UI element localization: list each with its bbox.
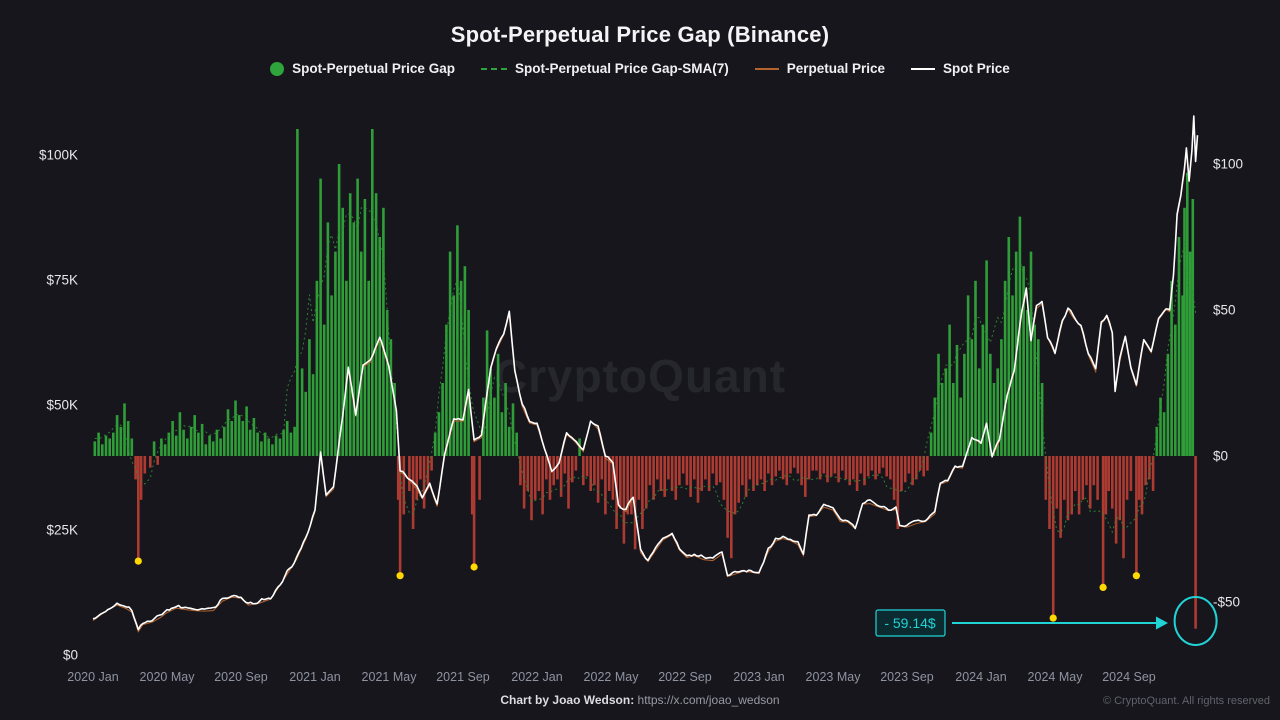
x-axis-tick: 2021 May [362,670,418,684]
x-axis-tick: 2023 Sep [880,670,934,684]
page-title: Spot-Perpetual Price Gap (Binance) [450,22,830,47]
dashed-line-icon [480,67,507,70]
right-axis-tick: $100 [1213,157,1243,172]
x-axis-tick: 2024 Jan [955,670,1006,684]
left-axis-tick: $100K [39,148,78,163]
left-axis-tick: $0 [63,648,78,663]
x-axis-tick: 2022 May [584,670,640,684]
right-axis-tick: -$50 [1213,595,1240,610]
annotation-arrowhead [1156,616,1168,630]
legend-label: Spot-Perpetual Price Gap [292,61,455,76]
x-axis-tick: 2023 May [806,670,862,684]
x-axis-tick: 2024 Sep [1102,670,1156,684]
credit-author: Chart by Joao Wedson: [500,693,635,707]
extreme-gap-marker[interactable] [1099,583,1107,592]
legend-label: Spot Price [943,61,1010,76]
x-axis-tick: 2022 Sep [658,670,712,684]
spot-price-line [92,115,1199,631]
gap-bars-layer [93,129,1197,629]
extreme-gap-marker[interactable] [396,572,404,580]
extreme-gap-marker[interactable] [134,557,142,565]
x-axis-tick: 2020 Sep [214,670,268,684]
gap-series-dot-icon [270,61,285,76]
legend-label: Perpetual Price [786,61,886,76]
x-axis-tick: 2020 May [140,670,196,684]
extreme-gap-marker[interactable] [1132,572,1140,580]
x-axis-tick: 2024 May [1028,670,1084,684]
right-axis-tick: $0 [1213,449,1228,464]
left-axis-tick: $75K [46,273,78,288]
extreme-gap-marker[interactable] [1049,614,1057,622]
footer-credit: Chart by Joao Wedson: https://x.com/joao… [0,693,1280,707]
x-axis-tick: 2021 Jan [289,670,340,684]
left-axis-tick: $50K [46,398,78,413]
x-axis-tick: 2021 Sep [436,670,490,684]
right-axis-tick: $50 [1213,303,1236,318]
orange-line-icon [754,67,779,70]
footer-copyright: © CryptoQuant. All rights reserved [1102,695,1270,707]
x-axis-tick: 2020 Jan [67,670,118,684]
x-axis-tick: 2022 Jan [511,670,562,684]
legend-item-gap-sma[interactable]: Spot-Perpetual Price Gap-SMA(7) [480,61,729,76]
legend-item-gap[interactable]: Spot-Perpetual Price Gap [270,61,455,76]
white-line-icon [911,67,936,70]
left-axis-tick: $25K [46,523,78,538]
highlight-circle [1173,596,1218,646]
x-axis-tick: 2023 Jan [733,670,784,684]
annotation-label: - 59.14$ [884,615,936,631]
legend-label: Spot-Perpetual Price Gap-SMA(7) [514,61,729,76]
legend: Spot-Perpetual Price Gap Spot-Perpetual … [0,61,1280,76]
extreme-gap-marker[interactable] [470,563,478,571]
watermark: CryptoQuant [494,350,786,402]
credit-link[interactable]: https://x.com/joao_wedson [634,693,780,707]
annotation-box [875,609,946,637]
legend-item-perpetual-price[interactable]: Perpetual Price [754,61,886,76]
legend-item-spot-price[interactable]: Spot Price [911,61,1010,76]
